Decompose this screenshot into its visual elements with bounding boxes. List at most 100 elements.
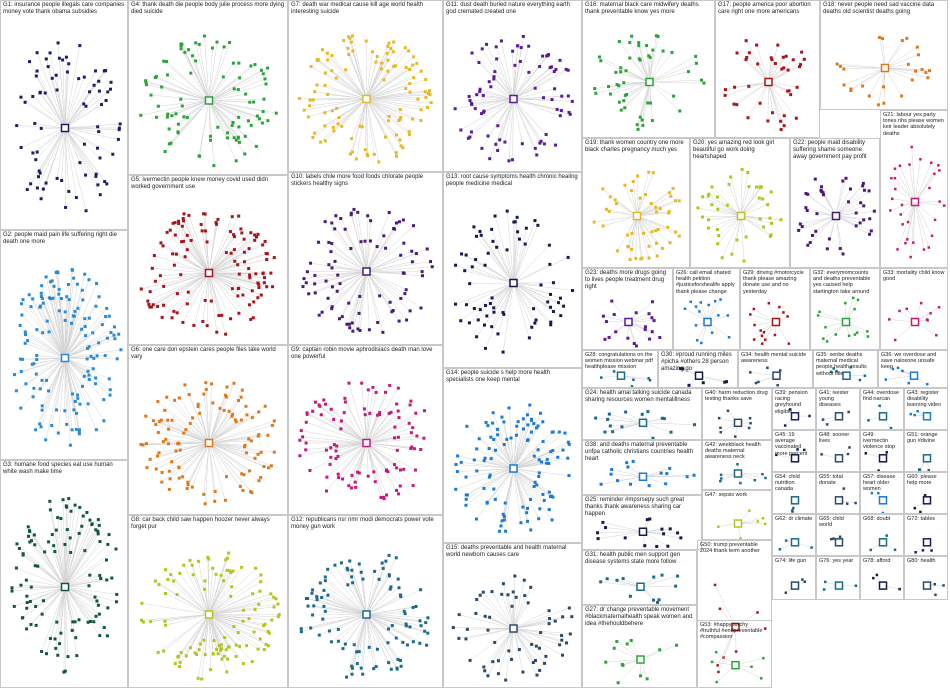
cluster-label: G4: thank death die people body julie pr… (131, 2, 285, 15)
node (630, 34, 634, 38)
edge (64, 586, 80, 620)
edge (208, 442, 241, 487)
node (222, 654, 226, 658)
hub-node (204, 268, 214, 278)
node (808, 241, 812, 245)
node (558, 114, 562, 118)
node (45, 378, 49, 382)
node (255, 235, 259, 239)
node (373, 569, 377, 573)
node (719, 477, 723, 480)
node (76, 393, 80, 397)
edge (740, 172, 749, 217)
node (251, 592, 255, 596)
node (469, 130, 473, 134)
node (154, 74, 158, 78)
edge (208, 383, 235, 444)
edge (62, 59, 66, 129)
node (398, 117, 402, 121)
node (73, 309, 77, 313)
node (798, 222, 802, 226)
cluster-panel: G40: harm reduction drug testing thanks … (702, 388, 772, 440)
edge (492, 628, 514, 662)
node (459, 128, 463, 132)
node (889, 426, 893, 429)
edge (163, 441, 210, 444)
edge (16, 125, 66, 129)
cluster-panel: G74: life gun (772, 556, 816, 600)
edge (619, 41, 650, 83)
node (505, 209, 509, 213)
edge (513, 616, 563, 629)
node (531, 661, 535, 665)
node (333, 563, 337, 567)
node (376, 413, 380, 417)
edge (702, 196, 742, 217)
edge (740, 186, 750, 217)
node (245, 413, 249, 417)
node (513, 574, 517, 578)
node (239, 395, 243, 399)
node (516, 44, 520, 48)
node (492, 487, 496, 491)
node (313, 282, 317, 286)
node (468, 282, 472, 286)
node (411, 63, 415, 67)
node (265, 66, 269, 70)
edge (174, 400, 210, 444)
node (31, 95, 35, 99)
node (333, 227, 337, 231)
node (521, 427, 525, 431)
node (307, 292, 311, 296)
edge (208, 272, 231, 319)
edge (366, 614, 427, 646)
node (241, 662, 245, 666)
edge (208, 417, 253, 444)
edge (357, 614, 367, 664)
node (359, 666, 363, 670)
edge (208, 419, 236, 444)
node (407, 130, 411, 134)
node (553, 619, 557, 623)
node (166, 578, 170, 582)
hub-node (60, 353, 70, 363)
node (58, 642, 62, 646)
node (625, 461, 629, 465)
node (404, 65, 408, 69)
edge (366, 614, 377, 667)
node (650, 316, 654, 320)
cluster-graph (604, 639, 679, 685)
edge (301, 614, 367, 629)
node (876, 103, 880, 107)
edge (208, 231, 231, 274)
cluster-panel: G41: ivester young diseases (816, 388, 860, 430)
cluster-graph (867, 404, 893, 429)
node (792, 506, 795, 510)
edge (469, 282, 514, 284)
node (649, 202, 653, 206)
hub-node (509, 624, 518, 633)
node (345, 322, 349, 326)
edge (366, 589, 421, 615)
node (326, 58, 330, 62)
node (920, 67, 924, 71)
node (748, 416, 752, 420)
node (808, 414, 811, 418)
node (188, 421, 192, 425)
node (419, 624, 423, 628)
edge (465, 254, 514, 284)
node (638, 196, 642, 200)
node (36, 564, 40, 568)
edge (208, 614, 223, 660)
node (537, 646, 541, 650)
node (638, 58, 642, 62)
node (544, 461, 548, 465)
node (464, 493, 468, 497)
hub-node (60, 123, 70, 133)
edge (850, 67, 886, 91)
node (533, 219, 537, 223)
node (483, 263, 487, 267)
edge (513, 628, 560, 646)
node (789, 93, 793, 97)
node (397, 586, 401, 590)
